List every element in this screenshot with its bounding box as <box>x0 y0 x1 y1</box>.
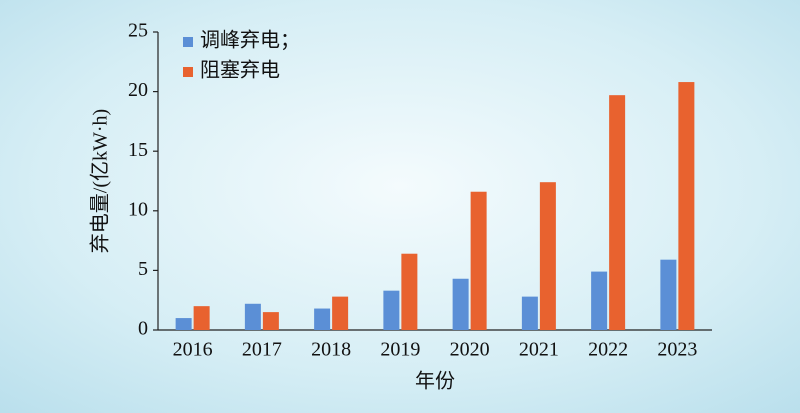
y-tick-label: 15 <box>128 139 148 161</box>
legend-swatch <box>183 37 193 47</box>
y-axis-label: 弃电量/(亿kW·h) <box>89 109 112 253</box>
bar <box>332 296 349 330</box>
x-tick-label: 2019 <box>380 339 420 361</box>
y-tick-label: 5 <box>138 258 148 280</box>
bar <box>609 95 626 331</box>
x-tick-label: 2023 <box>657 339 697 361</box>
y-tick-label: 10 <box>128 198 148 220</box>
y-tick-label: 20 <box>128 79 148 101</box>
bar <box>262 312 279 330</box>
bar <box>591 271 608 330</box>
bar <box>660 259 677 330</box>
x-axis-label: 年份 <box>415 370 455 393</box>
legend-label: 阻塞弃电 <box>200 59 280 82</box>
bar <box>470 191 487 330</box>
legend-swatch <box>183 67 193 77</box>
bar <box>678 82 695 331</box>
bar <box>193 306 210 330</box>
x-tick-label: 2016 <box>173 339 213 361</box>
bar <box>539 182 556 330</box>
bar <box>314 308 331 330</box>
bar <box>401 253 418 330</box>
x-tick-label: 2020 <box>450 339 490 361</box>
x-tick-label: 2017 <box>242 339 282 361</box>
x-tick-label: 2022 <box>588 339 628 361</box>
legend-label: 调峰弃电； <box>200 29 300 52</box>
x-tick-label: 2021 <box>519 339 559 361</box>
y-tick-label: 25 <box>128 20 148 42</box>
bar <box>452 278 469 330</box>
x-tick-label: 2018 <box>311 339 351 361</box>
bar <box>383 290 400 330</box>
bar <box>521 296 538 330</box>
y-tick-label: 0 <box>138 318 148 340</box>
bar <box>175 318 192 330</box>
bar <box>244 303 261 330</box>
